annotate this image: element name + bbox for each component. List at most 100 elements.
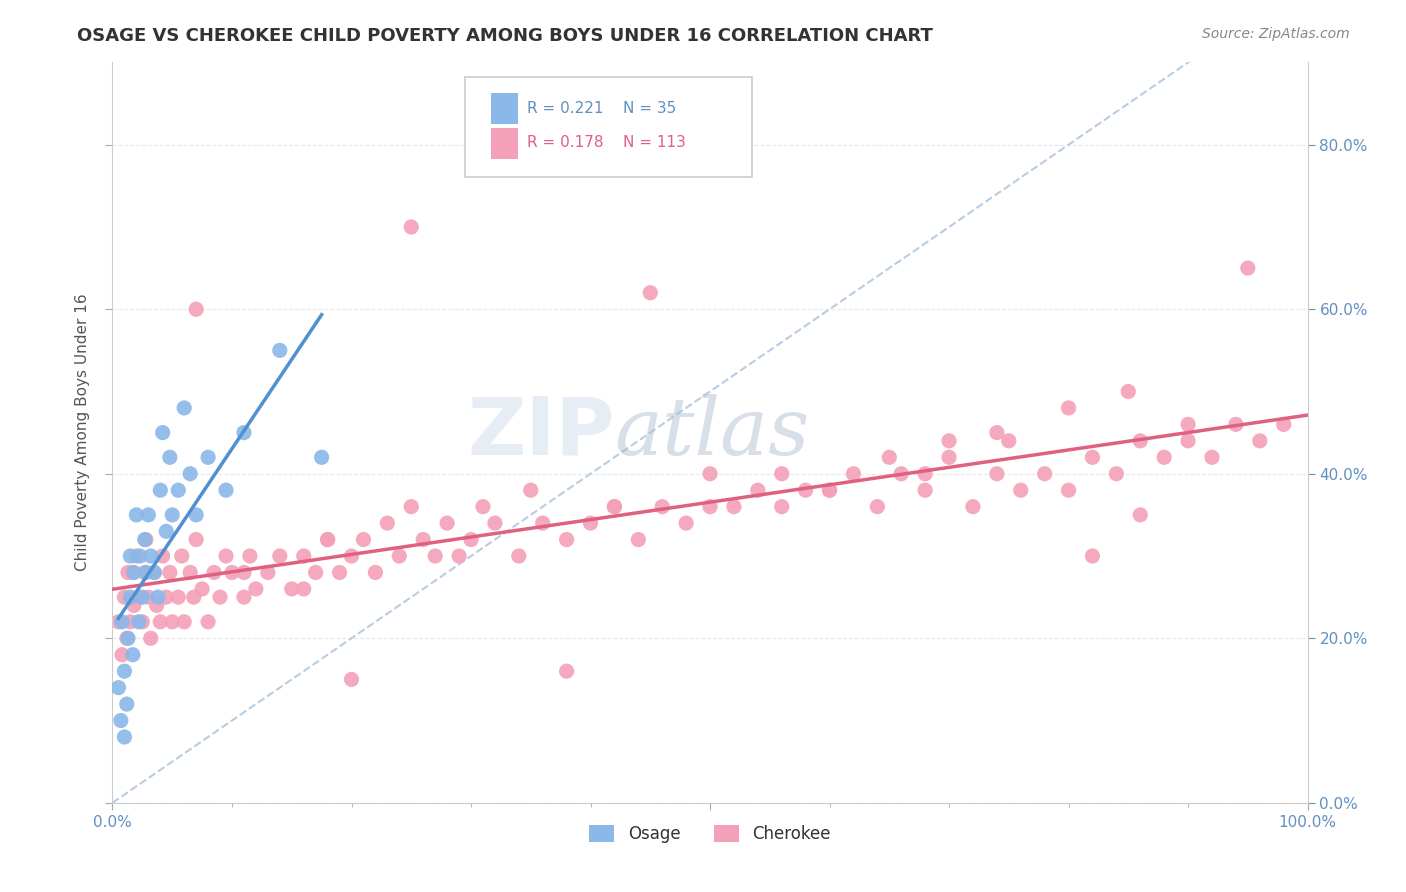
Point <box>329 566 352 580</box>
Point <box>1081 549 1104 563</box>
Point <box>162 615 183 629</box>
Point <box>292 549 315 563</box>
Point <box>520 483 543 498</box>
Point <box>120 590 142 604</box>
Point <box>1177 434 1199 448</box>
Point <box>233 425 256 440</box>
Point <box>159 566 181 580</box>
Point <box>890 467 912 481</box>
Point <box>770 467 793 481</box>
Point <box>146 590 169 604</box>
Point <box>209 590 232 604</box>
FancyBboxPatch shape <box>491 93 517 124</box>
Point <box>340 549 363 563</box>
Point <box>986 425 1008 440</box>
Point <box>129 549 152 563</box>
Point <box>128 615 150 629</box>
Point <box>131 615 153 629</box>
Point <box>107 615 129 629</box>
Point <box>121 566 143 580</box>
Point <box>818 483 841 498</box>
Point <box>135 566 157 580</box>
Point <box>1057 401 1080 415</box>
Point <box>135 533 157 547</box>
Point <box>221 566 243 580</box>
Point <box>183 590 205 604</box>
Point <box>938 450 960 465</box>
Point <box>425 549 447 563</box>
Y-axis label: Child Poverty Among Boys Under 16: Child Poverty Among Boys Under 16 <box>75 293 90 572</box>
Point <box>120 549 142 563</box>
Point <box>121 648 143 662</box>
Point <box>173 401 195 415</box>
Point <box>186 508 208 522</box>
Point <box>122 566 145 580</box>
Point <box>149 483 172 498</box>
Point <box>170 549 193 563</box>
Point <box>179 566 201 580</box>
Point <box>401 219 423 234</box>
Point <box>292 582 315 596</box>
Point <box>555 664 578 678</box>
Text: atlas: atlas <box>614 394 810 471</box>
Point <box>107 681 129 695</box>
Point <box>508 549 530 563</box>
Point <box>377 516 399 530</box>
Point <box>603 500 626 514</box>
Point <box>111 615 134 629</box>
Point <box>197 615 219 629</box>
Point <box>114 730 135 744</box>
Point <box>723 500 745 514</box>
Point <box>138 508 160 522</box>
Point <box>114 664 135 678</box>
Point <box>879 450 901 465</box>
Point <box>794 483 817 498</box>
Point <box>1105 467 1128 481</box>
Point <box>159 450 181 465</box>
Point <box>110 714 132 728</box>
Point <box>472 500 495 514</box>
Point <box>305 566 328 580</box>
Point <box>388 549 411 563</box>
Point <box>139 632 162 646</box>
Text: R = 0.221    N = 35: R = 0.221 N = 35 <box>527 101 676 116</box>
Point <box>699 467 721 481</box>
Point <box>155 524 177 539</box>
Point <box>866 500 889 514</box>
Point <box>651 500 673 514</box>
Point <box>1033 467 1056 481</box>
Point <box>986 467 1008 481</box>
Point <box>460 533 482 547</box>
Point <box>152 549 174 563</box>
Point <box>401 500 423 514</box>
FancyBboxPatch shape <box>465 78 752 178</box>
Point <box>555 533 578 547</box>
Point <box>998 434 1021 448</box>
Point <box>699 500 721 514</box>
Point <box>938 434 960 448</box>
Point <box>149 615 172 629</box>
Point <box>364 566 387 580</box>
Point <box>1129 434 1152 448</box>
Point <box>117 632 139 646</box>
Point <box>139 549 162 563</box>
Point <box>233 566 256 580</box>
Point <box>747 483 769 498</box>
Point <box>145 599 167 613</box>
Point <box>1249 434 1271 448</box>
Point <box>579 516 602 530</box>
Point <box>1272 417 1295 432</box>
Point <box>179 467 201 481</box>
Point <box>122 599 145 613</box>
Point <box>1225 417 1247 432</box>
Point <box>167 483 190 498</box>
Point <box>215 549 238 563</box>
Point <box>245 582 267 596</box>
Point <box>134 566 156 580</box>
Point <box>1201 450 1223 465</box>
Point <box>115 632 138 646</box>
Point <box>914 467 936 481</box>
Point <box>191 582 214 596</box>
Point <box>962 500 984 514</box>
Legend: Osage, Cherokee: Osage, Cherokee <box>583 819 837 850</box>
